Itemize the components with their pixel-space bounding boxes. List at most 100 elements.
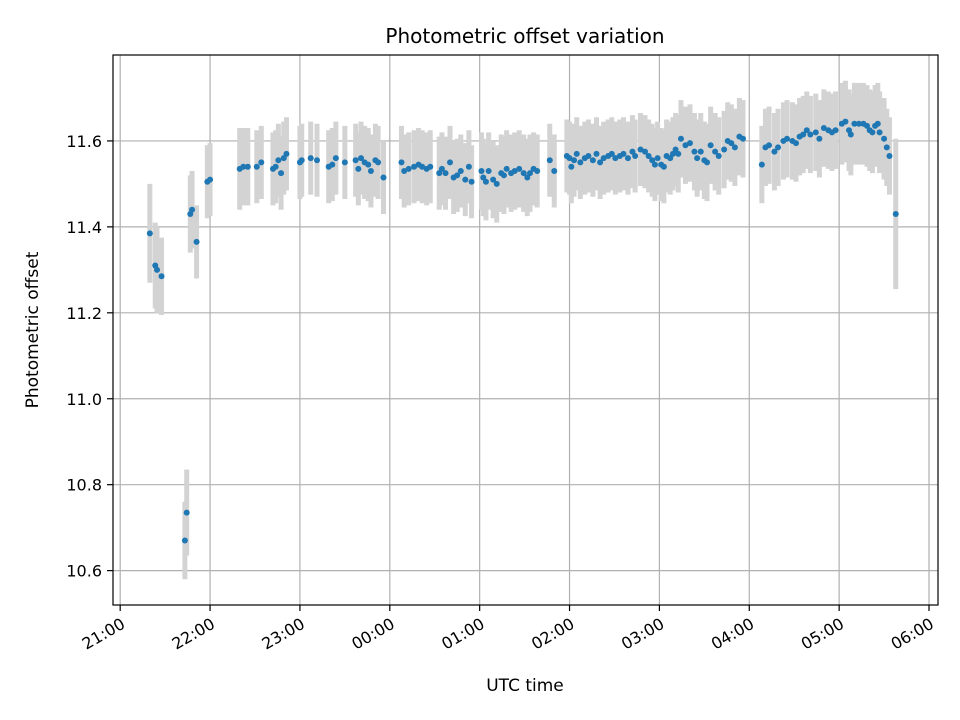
data-point [480,174,487,181]
y-tick-label: 11.0 [66,390,102,409]
x-tick-label: 03:00 [618,614,667,654]
y-tick-label: 11.6 [66,132,102,151]
data-point [672,146,679,153]
data-point [793,140,800,147]
data-point [355,165,362,172]
data-point [520,170,527,177]
data-point [503,165,510,172]
data-point [278,170,285,177]
data-point [181,537,188,544]
data-point [534,168,541,175]
data-point [307,155,314,162]
y-axis-label: Photometric offset [23,251,43,408]
data-point [637,146,644,153]
data-point [258,159,265,166]
data-point [712,148,719,155]
data-point [715,152,722,159]
data-point [447,159,454,166]
plot-frame [112,54,939,606]
data-point [577,159,584,166]
y-tick-label: 11.2 [66,304,102,323]
data-point [380,174,387,181]
data-point [571,157,578,164]
data-point [593,150,600,157]
data-point [146,230,153,237]
data-point [468,178,475,185]
data-point [551,168,558,175]
x-tick-label: 06:00 [888,614,937,654]
data-point [589,157,596,164]
data-point [728,140,735,147]
data-point [275,157,282,164]
data-point [158,273,165,280]
data-point [832,127,839,134]
data-point [667,155,674,162]
data-point [721,146,728,153]
y-tick-label: 11.4 [66,218,102,237]
data-point [864,122,871,129]
data-point [465,163,472,170]
data-point [436,170,443,177]
data-point [731,144,738,151]
data-point [298,157,305,164]
data-point [620,150,627,157]
data-point [677,135,684,142]
data-point [516,165,523,172]
x-axis-label: UTC time [486,676,564,696]
x-tick-label: 22:00 [169,614,218,654]
data-point [352,157,359,164]
data-point [612,155,619,162]
data-point [694,155,701,162]
data-point [398,159,405,166]
data-point [566,155,573,162]
data-point [573,150,580,157]
data-point [847,131,854,138]
data-point [482,178,489,185]
x-tick-label: 00:00 [348,614,397,654]
x-tick-label: 01:00 [438,614,487,654]
data-point [869,129,876,136]
data-point [329,161,336,168]
data-point [500,172,507,179]
data-point [682,142,689,149]
y-tick-label: 10.6 [66,562,102,581]
data-point [624,155,631,162]
x-axis-ticks: 21:00 22:00 23:00 00:00 01:00 02:00 03:00 04:00… [79,605,937,654]
data-point [758,161,765,168]
data-point [632,152,639,159]
data-point [358,155,365,162]
errorbars [147,80,899,580]
data-point [642,148,649,155]
data-point [442,170,449,177]
data-point [892,210,899,217]
data-point [493,180,500,187]
x-tick-label: 23:00 [258,614,307,654]
data-point [660,163,667,170]
data-point [608,150,615,157]
data-point [283,150,290,157]
data-point [585,152,592,159]
data-point [490,176,497,183]
data-point [807,131,814,138]
data-point [691,148,698,155]
data-point [784,135,791,142]
data-point [597,159,604,166]
data-point [707,142,714,149]
data-point [855,120,862,127]
data-point [511,168,518,175]
data-point [654,155,661,162]
data-point [405,165,412,172]
data-point [645,152,652,159]
data-point [427,163,434,170]
data-point [341,159,348,166]
data-point [820,125,827,132]
data-point [365,161,372,168]
data-point [367,168,374,175]
data-point [401,168,408,175]
data-point [886,152,893,159]
data-point [154,266,161,273]
data-point [478,168,485,175]
data-point [686,140,693,147]
